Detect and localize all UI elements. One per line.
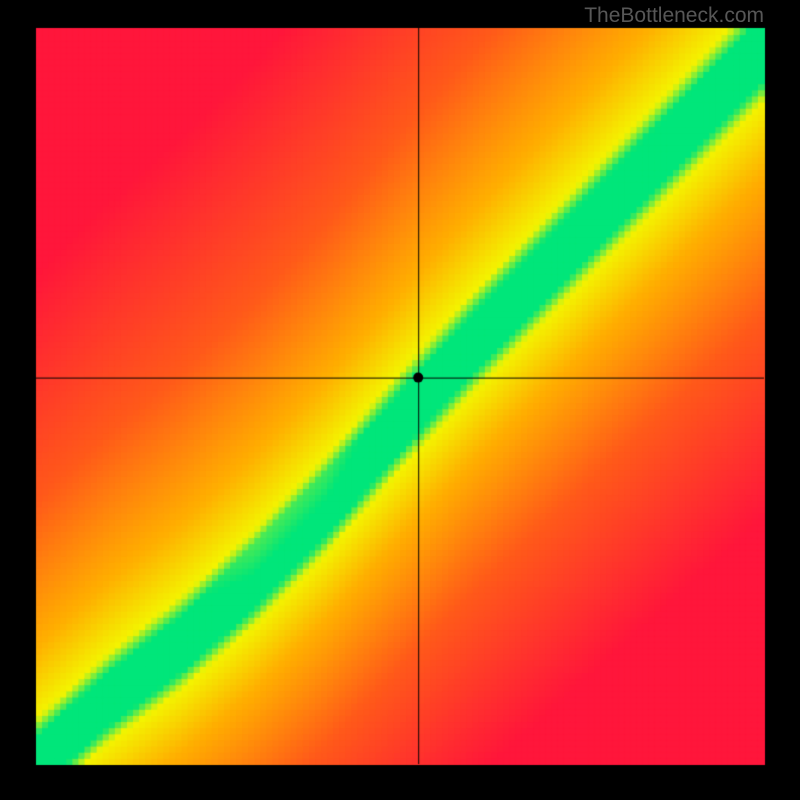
bottleneck-heatmap (0, 0, 800, 800)
watermark-text: TheBottleneck.com (584, 4, 764, 28)
chart-container: TheBottleneck.com (0, 0, 800, 800)
